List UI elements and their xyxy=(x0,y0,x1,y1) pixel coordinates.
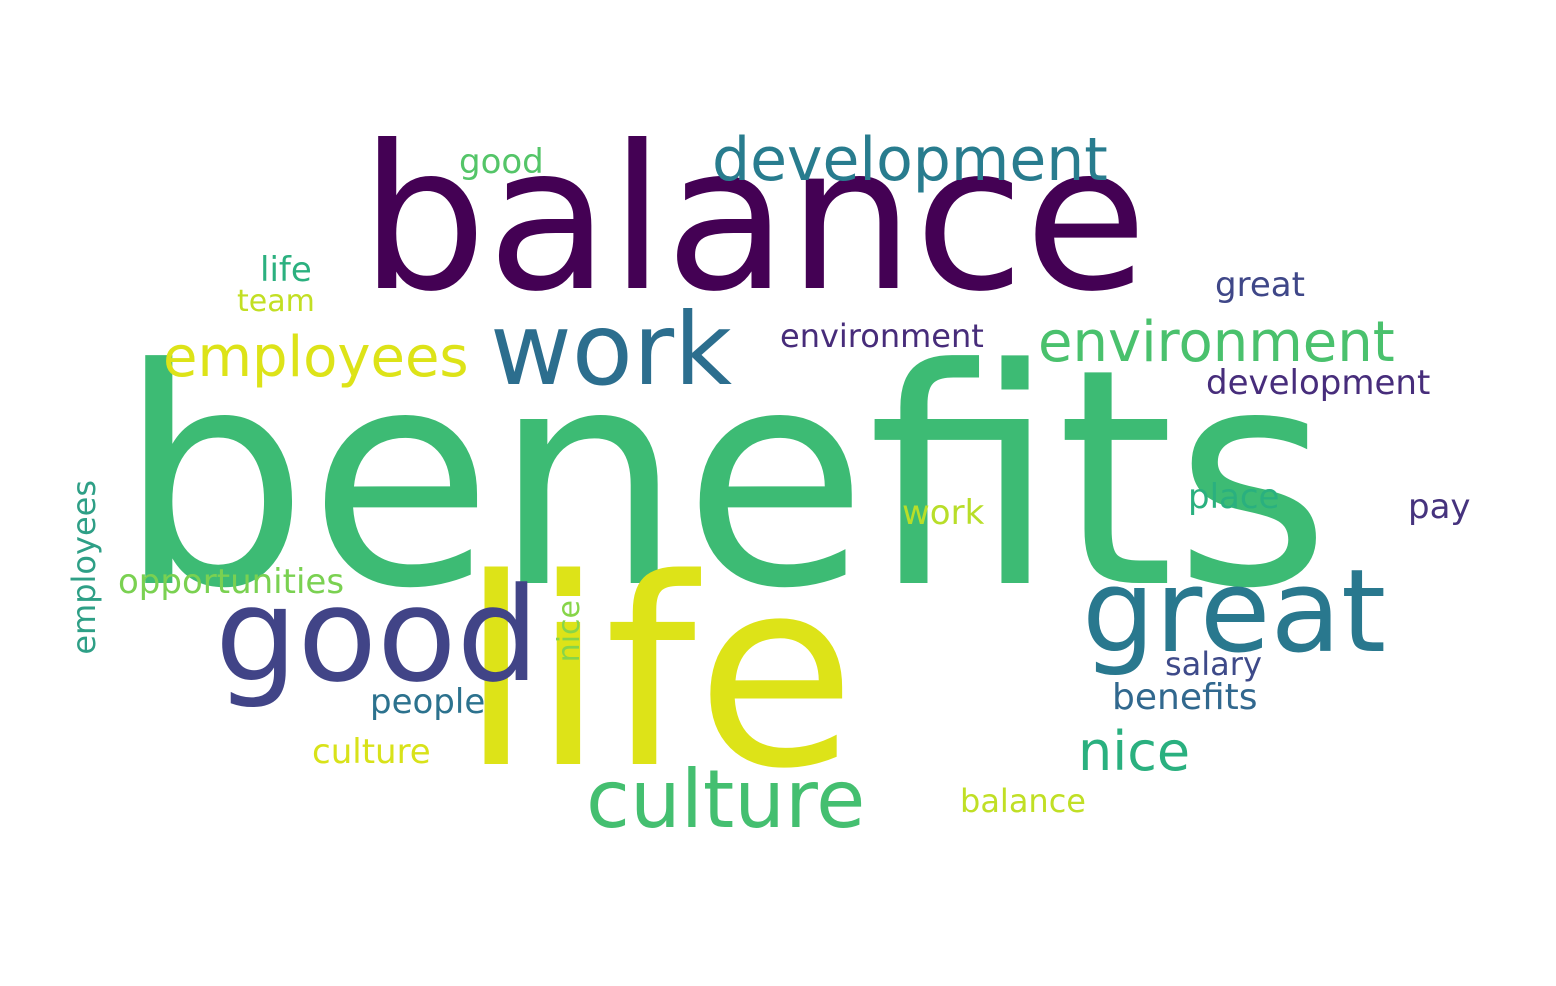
word-benefits-2: benefits xyxy=(1112,677,1258,718)
word-pay: pay xyxy=(1408,487,1471,527)
word-nice-2: nice xyxy=(552,600,587,663)
word-benefits: benefits xyxy=(118,305,1331,654)
word-development: development xyxy=(712,125,1108,195)
word-work: work xyxy=(490,291,732,408)
word-team: team xyxy=(237,284,315,319)
word-life-2: life xyxy=(260,250,312,290)
word-development-2: development xyxy=(1206,363,1431,403)
word-great: great xyxy=(1082,545,1387,679)
word-salary: salary xyxy=(1165,645,1262,683)
word-good: good xyxy=(215,559,540,711)
word-life: life xyxy=(460,524,856,826)
word-balance-2: balance xyxy=(960,782,1086,820)
word-opportunities: opportunities xyxy=(118,562,345,602)
word-place: place xyxy=(1188,477,1280,517)
word-employees: employees xyxy=(163,325,469,390)
word-environment-2: environment xyxy=(780,317,984,355)
word-culture: culture xyxy=(586,753,866,846)
word-environment: environment xyxy=(1038,310,1395,375)
word-people: people xyxy=(370,682,486,722)
word-employees-vertical: employees xyxy=(65,480,103,655)
word-balance: balance xyxy=(360,103,1148,336)
word-great-2: great xyxy=(1215,265,1305,305)
word-culture-2: culture xyxy=(312,732,431,772)
word-work-2: work xyxy=(902,493,985,533)
word-nice: nice xyxy=(1078,720,1191,783)
word-good-2: good xyxy=(459,142,544,182)
